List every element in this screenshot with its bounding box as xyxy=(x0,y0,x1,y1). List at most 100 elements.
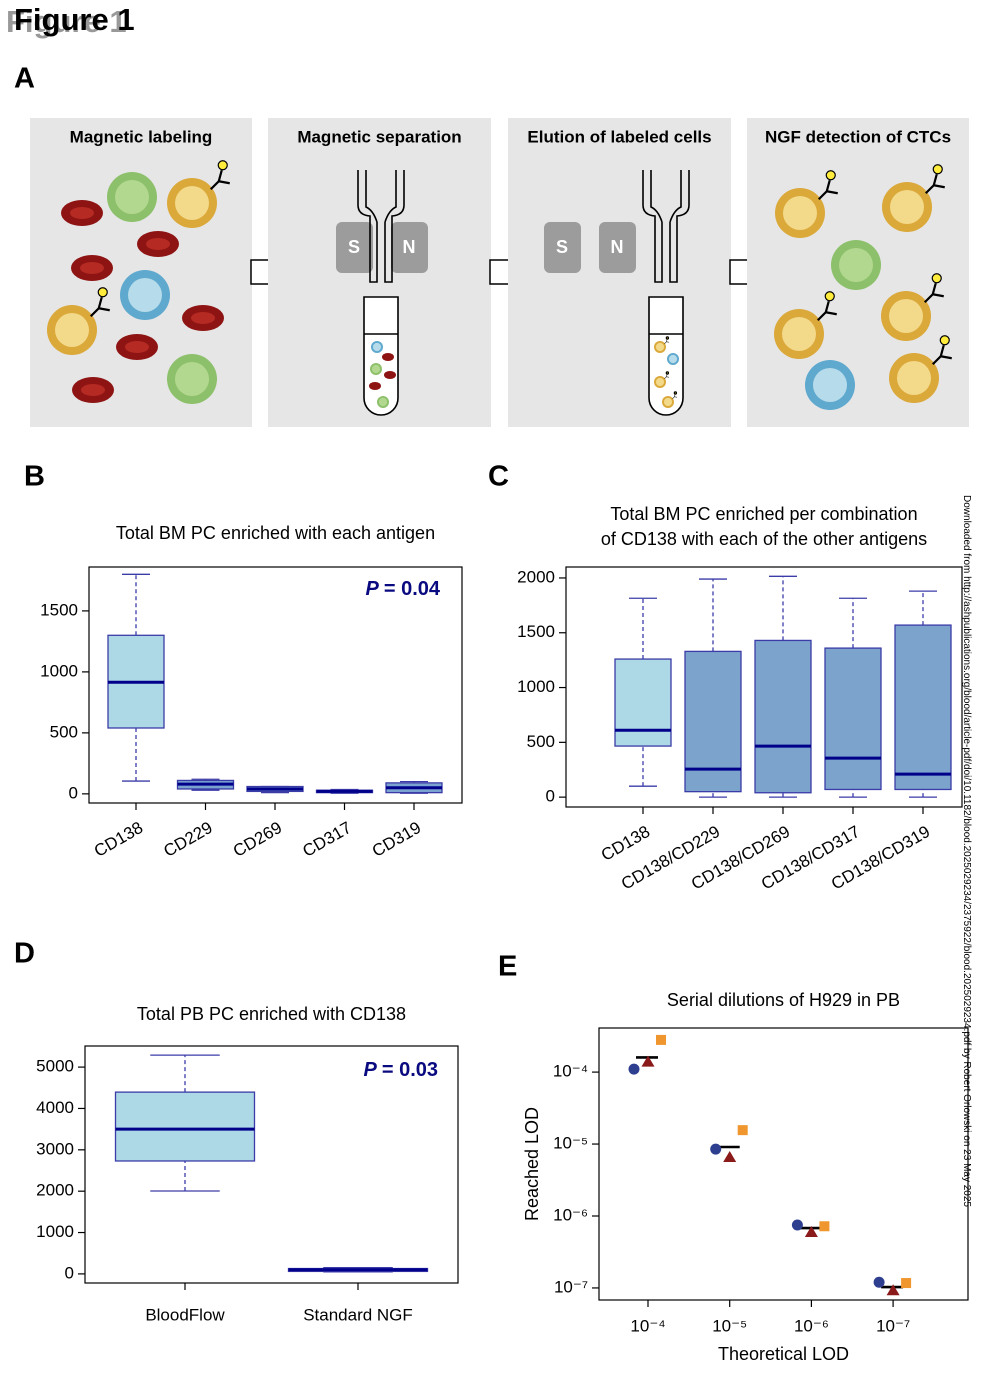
point xyxy=(737,1125,748,1136)
chart-title: Total BM PC enriched with each antigen xyxy=(116,523,435,543)
antibody xyxy=(209,169,230,191)
box xyxy=(684,650,742,793)
chart-title: of CD138 with each of the other antigens xyxy=(601,529,927,549)
x-tick-label: 10⁻⁵ xyxy=(712,1316,747,1335)
red-cell xyxy=(369,382,381,390)
annotation: P = 0.03 xyxy=(363,1059,438,1081)
red-cell-center xyxy=(125,341,149,353)
red-cell-center xyxy=(191,312,215,324)
figure-title-shadow: Figure 1 xyxy=(6,4,127,39)
chart-title: Serial dilutions of H929 in PB xyxy=(667,990,900,1010)
red-cell-center xyxy=(146,238,170,250)
magnet xyxy=(599,222,636,273)
annotation-italic: P xyxy=(365,578,379,600)
chart-title: Total PB PC enriched with CD138 xyxy=(137,1004,406,1024)
cell-center xyxy=(128,278,162,312)
magnet-label: S xyxy=(556,237,568,257)
point xyxy=(886,1284,900,1296)
point xyxy=(710,1143,722,1155)
y-tick-label: 2000 xyxy=(517,567,555,586)
red-cell-center xyxy=(81,384,105,396)
point xyxy=(723,1151,737,1163)
watermark: Downloaded from http://ashpublications.o… xyxy=(961,495,972,1207)
x-tick-label: 10⁻⁷ xyxy=(876,1316,910,1335)
cell-center xyxy=(813,368,847,402)
antibody-tag xyxy=(217,160,228,171)
y-tick-label: 5000 xyxy=(36,1057,74,1076)
y-tick-label: 500 xyxy=(50,722,78,741)
antibody-tag xyxy=(825,170,836,181)
y-tick-label: 0 xyxy=(65,1263,74,1282)
antibody xyxy=(664,339,670,344)
box xyxy=(754,639,812,794)
plot-frame xyxy=(84,1045,459,1284)
antibody xyxy=(817,179,838,201)
plot-frame xyxy=(598,1027,969,1301)
x-tick-label: CD229 xyxy=(160,818,215,861)
magnet-label: N xyxy=(611,237,624,257)
panel-label: B xyxy=(24,461,45,493)
x-tick-label: CD138 xyxy=(598,822,653,865)
antibody xyxy=(924,173,945,195)
point xyxy=(628,1063,640,1075)
antibody-tag xyxy=(931,273,942,284)
cell-center xyxy=(668,354,678,364)
cell-center xyxy=(839,248,873,282)
cell-center xyxy=(175,362,209,396)
cell-center xyxy=(115,180,149,214)
red-cell-center xyxy=(80,262,104,274)
x-axis-label: Theoretical LOD xyxy=(718,1344,849,1364)
x-tick-label: 10⁻⁴ xyxy=(630,1316,665,1335)
annotation-text: = 0.03 xyxy=(382,1059,438,1081)
antibody xyxy=(672,394,678,399)
chart-title: Total BM PC enriched per combination xyxy=(610,504,917,524)
y-tick-label: 10⁻⁷ xyxy=(554,1277,588,1296)
x-tick-label: CD319 xyxy=(369,818,424,861)
panel-label: D xyxy=(14,938,35,970)
cell-center xyxy=(655,342,665,352)
y-tick-label: 1000 xyxy=(36,1222,74,1241)
antibody xyxy=(816,300,837,322)
y-tick-label: 500 xyxy=(527,732,555,751)
step-title: NGF detection of CTCs xyxy=(765,127,951,146)
step-title: Magnetic separation xyxy=(297,127,461,146)
antibody xyxy=(89,296,110,318)
antibody-tag xyxy=(939,335,950,346)
x-tick-label: BloodFlow xyxy=(145,1305,225,1324)
step-title: Magnetic labeling xyxy=(70,127,213,146)
antibody xyxy=(931,344,952,366)
cell-center xyxy=(890,190,924,224)
y-tick-label: 10⁻⁴ xyxy=(553,1062,588,1081)
antibody-tag xyxy=(97,287,108,298)
cell-center xyxy=(655,377,665,387)
cell-center xyxy=(783,196,817,230)
y-tick-label: 1500 xyxy=(40,600,78,619)
antibody xyxy=(664,374,670,379)
antibody-tag xyxy=(932,164,943,175)
red-cell xyxy=(384,371,396,379)
panel-label: A xyxy=(14,63,35,95)
y-tick-label: 4000 xyxy=(36,1098,74,1117)
y-tick-label: 3000 xyxy=(36,1139,74,1158)
cell-center xyxy=(175,186,209,220)
box xyxy=(894,624,952,791)
x-tick-label: CD317 xyxy=(299,818,354,861)
annotation: P = 0.04 xyxy=(365,578,440,600)
magnet-label: S xyxy=(348,237,360,257)
y-tick-label: 0 xyxy=(546,787,555,806)
magnet-label: N xyxy=(403,237,416,257)
box xyxy=(824,647,882,791)
cell-center xyxy=(372,342,382,352)
y-tick-label: 2000 xyxy=(36,1181,74,1200)
point xyxy=(656,1034,666,1045)
y-tick-label: 1000 xyxy=(517,677,555,696)
y-tick-label: 10⁻⁶ xyxy=(553,1205,588,1224)
cell-center xyxy=(889,299,923,333)
point xyxy=(791,1219,803,1231)
step-title: Elution of labeled cells xyxy=(527,127,711,146)
x-tick-label: 10⁻⁶ xyxy=(794,1316,829,1335)
point xyxy=(901,1278,912,1289)
point xyxy=(819,1221,830,1232)
cell-center xyxy=(371,364,381,374)
